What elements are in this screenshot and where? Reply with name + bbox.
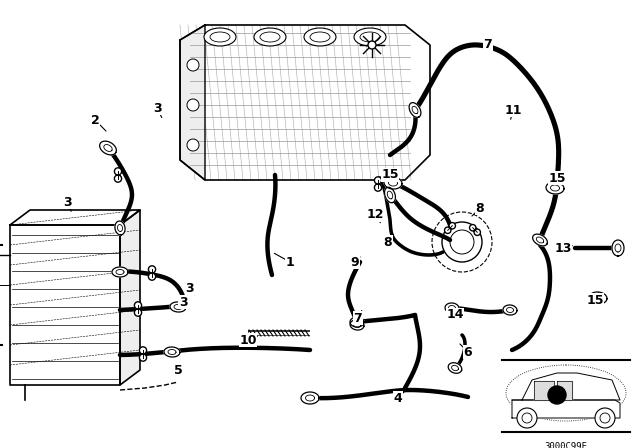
Circle shape <box>140 354 147 361</box>
Circle shape <box>449 223 456 229</box>
Circle shape <box>187 59 199 71</box>
Text: 4: 4 <box>394 392 403 405</box>
Polygon shape <box>120 210 140 385</box>
Polygon shape <box>180 25 205 180</box>
Text: 15: 15 <box>586 293 604 306</box>
Polygon shape <box>589 292 607 304</box>
Polygon shape <box>546 182 564 194</box>
Circle shape <box>474 229 481 236</box>
Circle shape <box>187 139 199 151</box>
Polygon shape <box>385 187 396 202</box>
Polygon shape <box>301 392 319 404</box>
Text: 8: 8 <box>384 236 392 249</box>
Polygon shape <box>180 25 430 180</box>
Polygon shape <box>503 305 517 315</box>
Circle shape <box>374 177 381 184</box>
Text: 7: 7 <box>354 311 362 324</box>
Text: 9: 9 <box>351 255 359 268</box>
Text: 7: 7 <box>484 39 492 52</box>
Ellipse shape <box>260 32 280 42</box>
Polygon shape <box>612 240 624 256</box>
Text: 3: 3 <box>186 281 195 294</box>
Polygon shape <box>10 210 140 225</box>
Polygon shape <box>112 267 128 277</box>
Text: 3: 3 <box>64 195 72 208</box>
Circle shape <box>522 413 532 423</box>
Text: 1: 1 <box>285 255 294 268</box>
Text: 2: 2 <box>91 113 99 126</box>
Polygon shape <box>170 302 186 312</box>
Polygon shape <box>115 221 125 235</box>
Polygon shape <box>557 381 572 400</box>
Text: 13: 13 <box>554 241 572 254</box>
Polygon shape <box>350 317 364 327</box>
Text: 6: 6 <box>464 345 472 358</box>
Polygon shape <box>164 347 180 357</box>
Circle shape <box>548 386 566 404</box>
Circle shape <box>134 302 141 309</box>
Polygon shape <box>100 141 116 155</box>
Text: 12: 12 <box>366 208 384 221</box>
Polygon shape <box>448 363 462 373</box>
Polygon shape <box>350 320 364 330</box>
Text: 8: 8 <box>476 202 484 215</box>
Text: 14: 14 <box>446 309 464 322</box>
Circle shape <box>115 175 122 182</box>
Ellipse shape <box>354 28 386 46</box>
Circle shape <box>187 99 199 111</box>
Circle shape <box>115 168 122 175</box>
Circle shape <box>148 273 156 280</box>
Circle shape <box>445 227 451 233</box>
Polygon shape <box>409 103 421 117</box>
Text: 5: 5 <box>173 363 182 376</box>
Text: 10: 10 <box>239 333 257 346</box>
Circle shape <box>148 266 156 273</box>
Ellipse shape <box>210 32 230 42</box>
Polygon shape <box>445 303 459 313</box>
Circle shape <box>470 224 476 231</box>
Circle shape <box>517 408 537 428</box>
Ellipse shape <box>254 28 286 46</box>
Text: 15: 15 <box>381 168 399 181</box>
Text: 3: 3 <box>179 296 188 309</box>
Text: 3000C99E: 3000C99E <box>545 442 588 448</box>
Polygon shape <box>512 373 620 400</box>
Polygon shape <box>532 234 547 246</box>
Ellipse shape <box>304 28 336 46</box>
Ellipse shape <box>360 32 380 42</box>
Polygon shape <box>512 400 620 418</box>
Circle shape <box>140 347 147 354</box>
Polygon shape <box>10 225 120 385</box>
Circle shape <box>595 408 615 428</box>
Text: 11: 11 <box>504 103 522 116</box>
Ellipse shape <box>310 32 330 42</box>
Circle shape <box>368 41 376 49</box>
Text: 3: 3 <box>153 102 161 115</box>
Circle shape <box>134 309 141 316</box>
Circle shape <box>600 413 610 423</box>
Circle shape <box>374 184 381 191</box>
Polygon shape <box>384 177 402 189</box>
Polygon shape <box>534 381 554 400</box>
Text: 15: 15 <box>548 172 566 185</box>
Ellipse shape <box>204 28 236 46</box>
